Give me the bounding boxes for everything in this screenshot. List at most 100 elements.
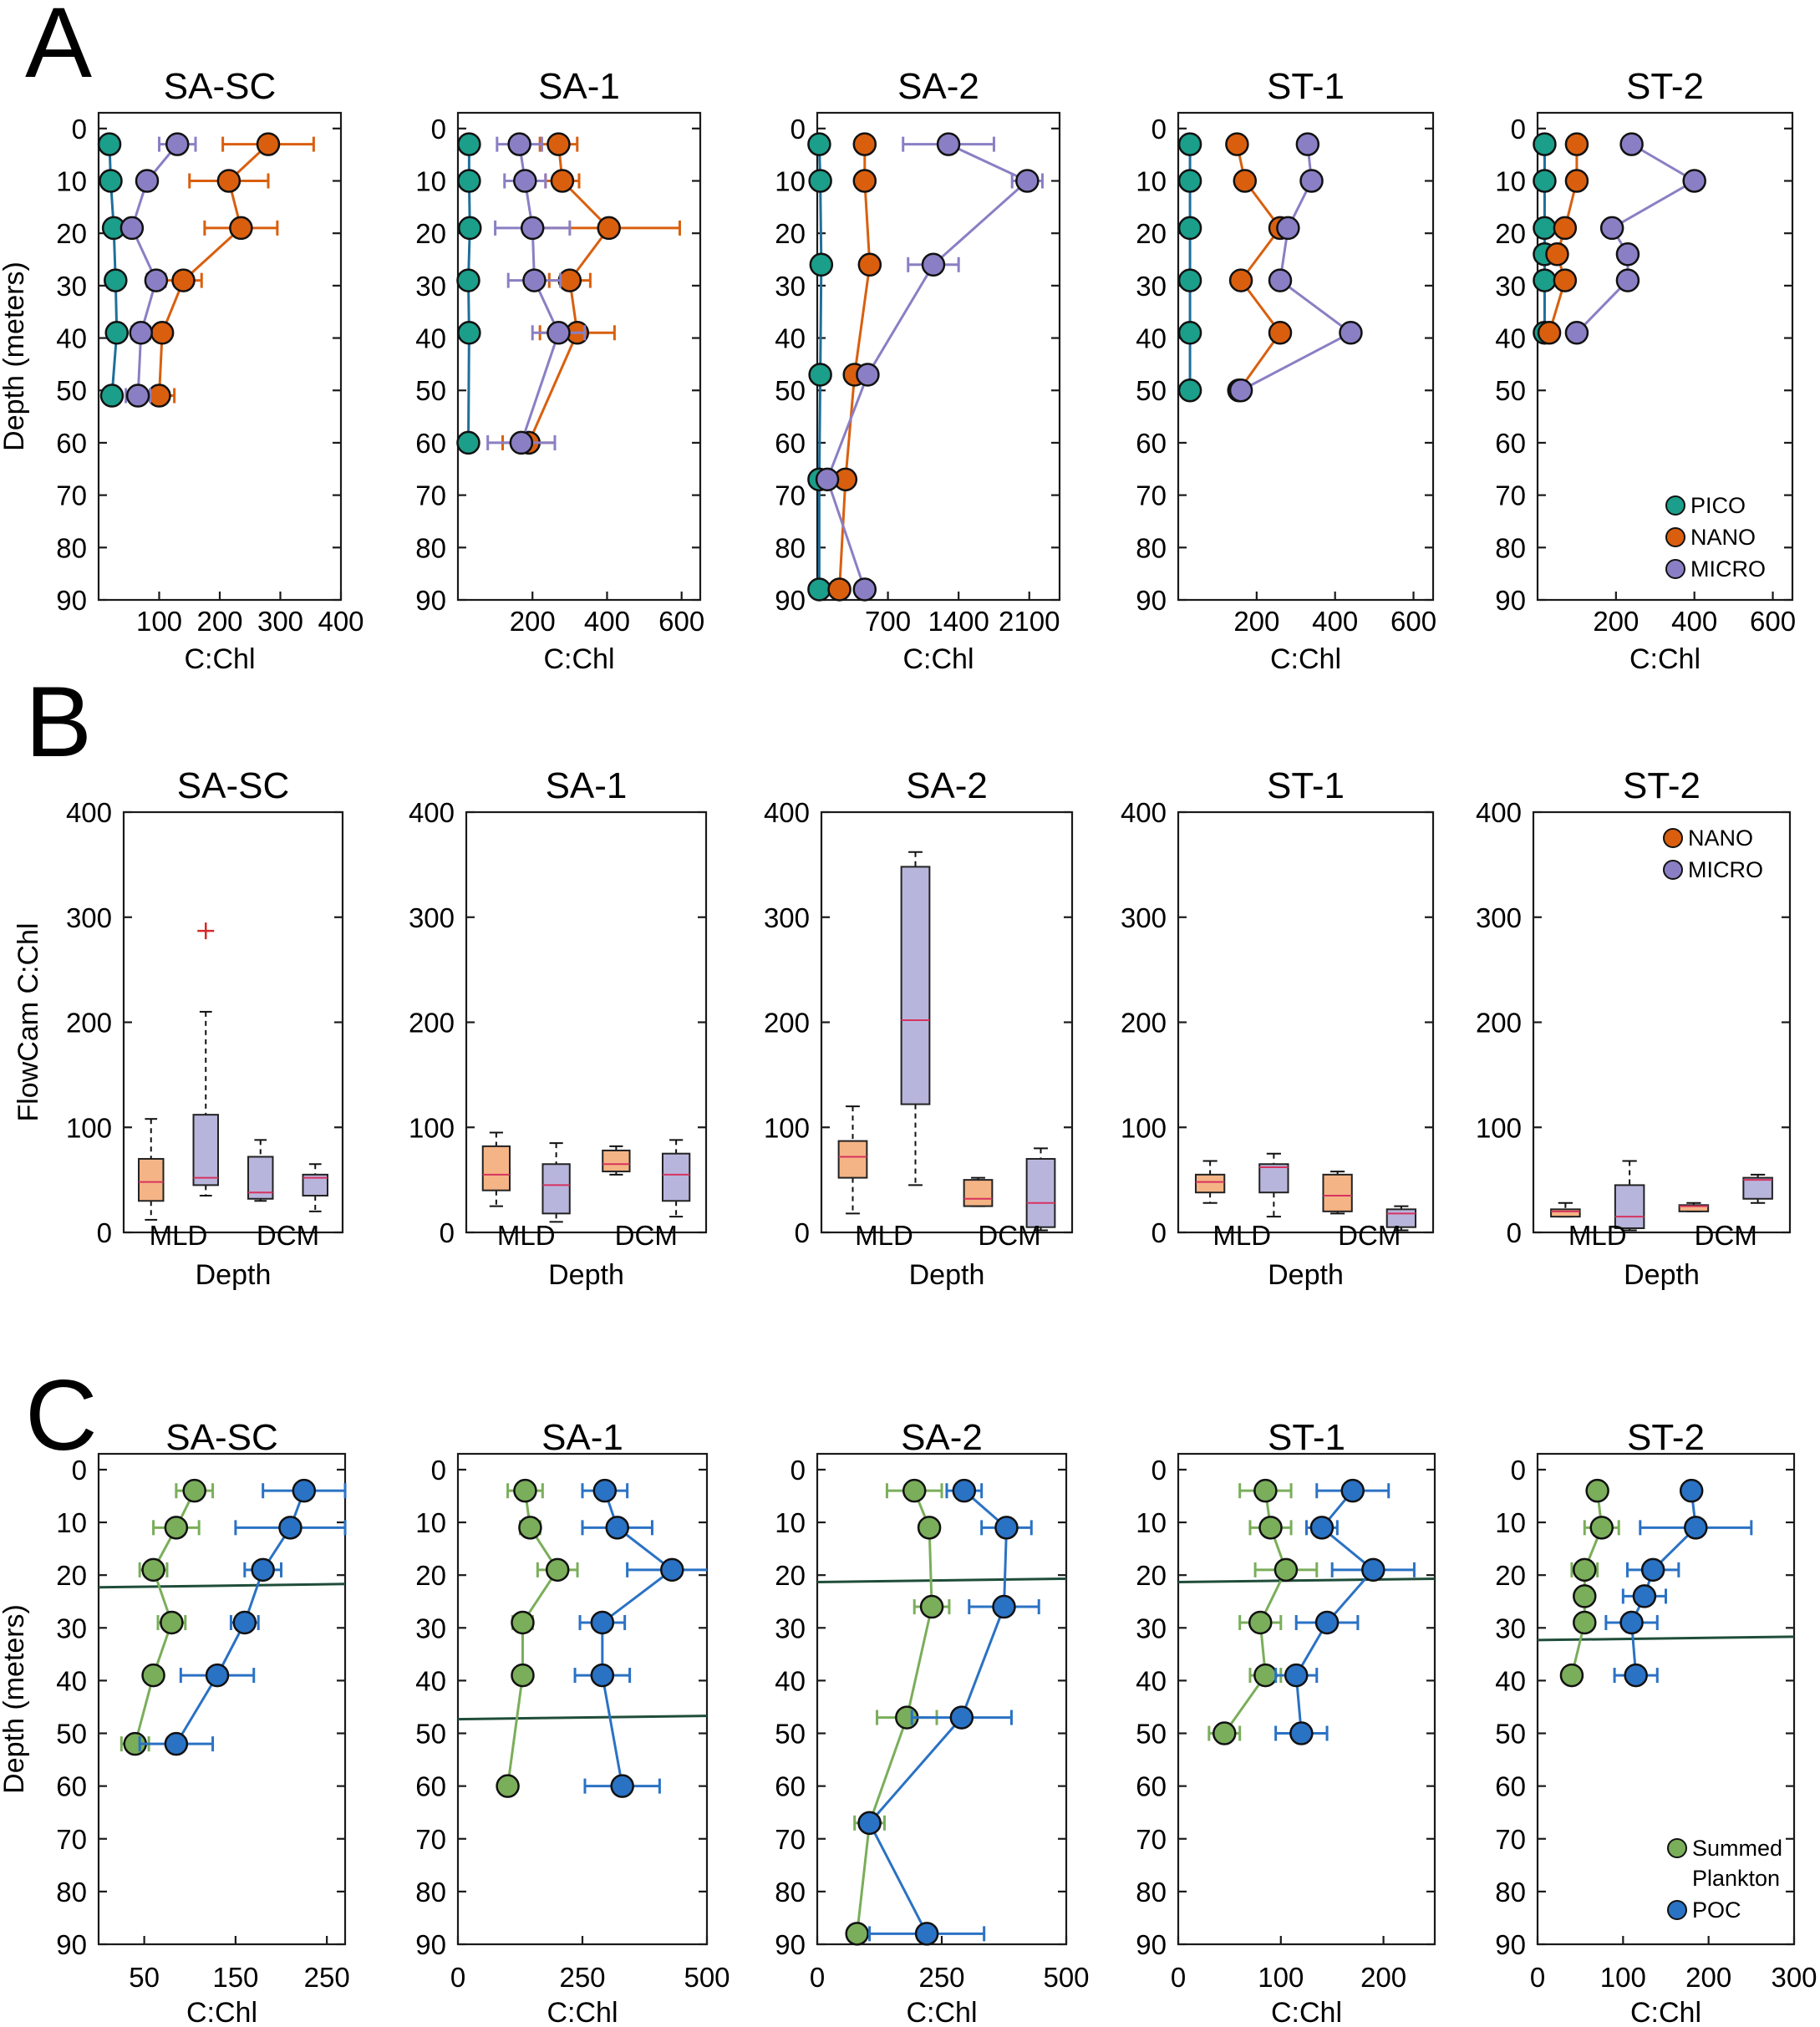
box-dcm-micro (247, 1139, 274, 1202)
y-tick-label: 20 (775, 1560, 806, 1591)
y-tick-label: 0 (97, 1217, 112, 1248)
y-tick-label: 80 (775, 1877, 806, 1908)
x-tick-label: 0 (810, 1962, 825, 1993)
data-point (456, 268, 480, 292)
legend-label: POC (1692, 1897, 1741, 1923)
plot-frame (456, 111, 702, 602)
x-tick-label: 400 (584, 606, 630, 637)
x-tick-label: 0 (1171, 1962, 1186, 1993)
data-point (1212, 1721, 1237, 1745)
data-point (457, 132, 481, 156)
legend: Summed Plankton POC (1667, 1836, 1782, 1923)
subplot-sa-sc: SA-SC 0 10 20 30 40 50 60 70 80 90 50 150 250 C:Chl Dep… (0, 1417, 350, 2027)
x-tick-label: 200 (1233, 606, 1279, 637)
data-point (1640, 1557, 1665, 1582)
subplot-title: ST-2 (1623, 765, 1701, 806)
data-point (1177, 132, 1202, 156)
data-point (129, 321, 153, 345)
y-tick-label: 20 (415, 1560, 446, 1591)
data-point (1253, 1663, 1278, 1688)
subplot-title: ST-1 (1268, 1417, 1345, 1458)
series-poc (857, 1478, 1040, 1946)
data-point (496, 1774, 520, 1798)
y-tick-label: 10 (1136, 165, 1167, 196)
box-mld-nano (837, 1105, 868, 1215)
legend: PICO NANO MICRO (1665, 493, 1766, 582)
y-tick-label: 50 (1136, 1719, 1167, 1750)
x-axis-label: C:Chl (1629, 643, 1701, 675)
series-pico (1177, 132, 1202, 403)
y-tick-label: 40 (1495, 323, 1526, 354)
box-dcm-micro (1742, 1173, 1773, 1204)
data-point (1537, 321, 1562, 345)
data-point (1225, 132, 1249, 156)
series-line (826, 143, 1030, 590)
data-point (1276, 216, 1300, 241)
y-tick-label: 100 (409, 1112, 455, 1143)
legend: NANO MICRO (1663, 826, 1763, 882)
y-tick-label: 300 (764, 902, 810, 933)
data-point (1295, 132, 1320, 156)
data-point (917, 1516, 942, 1540)
y-tick-label: 60 (56, 1771, 87, 1802)
x-axis-label: C:Chl (547, 1997, 618, 2027)
legend-label: PICO (1690, 493, 1746, 518)
data-point (1679, 1478, 1704, 1503)
data-point (1632, 1584, 1657, 1608)
y-axis-label: FlowCam C:Chl (13, 922, 44, 1121)
y-tick-label: 40 (1136, 1665, 1167, 1696)
y-tick-label: 60 (1495, 1771, 1526, 1802)
y-tick-label: 10 (415, 165, 446, 196)
subplot-title: SA-1 (538, 66, 620, 107)
box-body (1258, 1163, 1289, 1194)
x-tick-label: 1400 (928, 606, 989, 637)
data-point (104, 321, 129, 345)
panel-b: B SA-SC 0 100 200 300 400 MLD DCM Depth FlowCam C:… (13, 666, 1792, 1291)
y-tick-label: 400 (1476, 797, 1522, 828)
y-tick-label: 50 (415, 375, 446, 406)
subplot-st-1: ST-1 0 100 200 300 400 MLD DCM Depth (1121, 765, 1435, 1291)
data-point (590, 1610, 615, 1635)
y-tick-label: 30 (415, 1613, 446, 1643)
subplot-sa-sc: SA-SC 0 10 20 30 40 50 60 70 80 90 100 200 300 400 C:Ch… (0, 66, 364, 675)
x-tick-label: 200 (510, 606, 556, 637)
panel-c: C SA-SC 0 10 20 30 40 50 60 70 80 90 50 150 250 C:Chl De… (0, 1359, 1817, 2027)
data-point (994, 1516, 1019, 1540)
data-point (852, 577, 877, 602)
y-tick-label: 10 (415, 1507, 446, 1538)
data-point (458, 216, 482, 241)
data-point (1564, 321, 1589, 345)
data-point (457, 169, 481, 193)
y-tick-label: 90 (1495, 585, 1526, 616)
legend-label: NANO (1688, 826, 1753, 851)
series-pico (807, 132, 834, 602)
series-nano (1537, 132, 1589, 345)
box-body (138, 1157, 165, 1202)
data-point (1177, 378, 1202, 403)
y-tick-label: 0 (1511, 1455, 1526, 1486)
box-mld-nano (1194, 1160, 1226, 1204)
y-tick-label: 30 (1136, 271, 1167, 302)
plot-frame (1177, 810, 1435, 1234)
x-tick-label: 200 (1685, 1962, 1731, 1993)
y-tick-label: 50 (1495, 375, 1526, 406)
x-tick-label: 200 (1360, 1962, 1406, 1993)
x-tick-label: 100 (1258, 1962, 1304, 1993)
x-axis-label: Depth (196, 1259, 272, 1291)
data-point (511, 1663, 535, 1688)
data-point (547, 321, 571, 345)
box-mld-micro (192, 922, 219, 1196)
box-dcm-micro (661, 1139, 691, 1218)
data-point (1248, 1610, 1273, 1635)
data-point (1314, 1610, 1340, 1635)
x-axis-label: C:Chl (902, 643, 974, 675)
y-tick-label: 200 (1121, 1008, 1167, 1039)
x-axis-label: C:Chl (1270, 643, 1341, 675)
y-tick-label: 300 (66, 902, 112, 933)
y-tick-label: 60 (415, 1771, 446, 1802)
data-point (97, 132, 122, 156)
data-point (144, 268, 169, 292)
y-tick-label: 70 (415, 480, 446, 511)
data-point (1268, 268, 1293, 292)
